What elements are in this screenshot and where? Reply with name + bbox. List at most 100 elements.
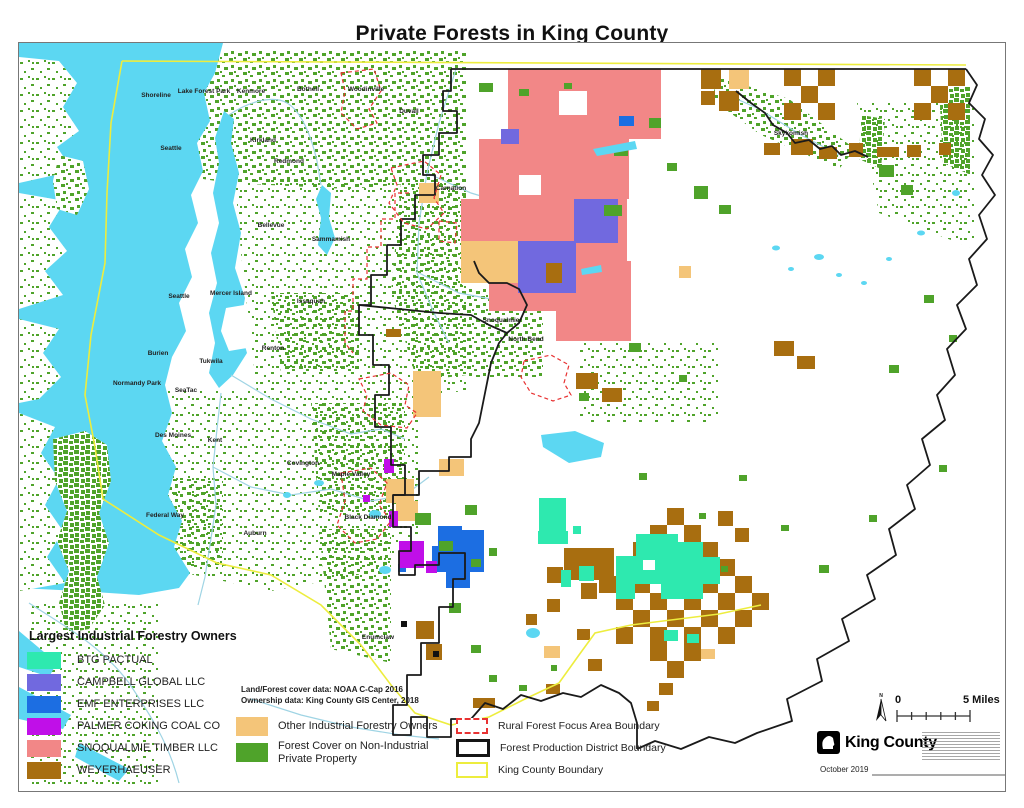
map-svg[interactable]: Shoreline Lake Forest Park Kenmore Bothell W… <box>19 43 1005 791</box>
city-label-seattle: Seattle <box>168 293 190 300</box>
data-attribution: Land/Forest cover data: NOAA C-Cap 2016 … <box>241 684 419 706</box>
page-title: Private Forests in King County <box>355 22 669 46</box>
focus-area-boundary-red <box>336 68 572 544</box>
scale-bar-line <box>896 710 971 722</box>
scale-zero-label: 0 <box>895 694 901 706</box>
attribution-line-1: Land/Forest cover data: NOAA C-Cap 2016 <box>241 685 403 694</box>
legend-area-row: Other Industrial Forestry Owners <box>236 717 438 736</box>
city-label-covington: Covington <box>287 460 319 467</box>
emf-swatch <box>27 695 61 713</box>
legend-boundary-row: Forest Production District Boundary <box>456 737 666 759</box>
city-label-lake-forest-park: Lake Forest Park <box>178 88 231 95</box>
ownership-other-industrial <box>386 69 749 659</box>
scale-miles-label: 5 Miles <box>963 694 1000 706</box>
legend-owner-label: PALMER COKING COAL CO <box>77 720 221 732</box>
city-labels: Shoreline Lake Forest Park Kenmore Bothell W… <box>113 86 808 641</box>
legend-owner-row: CAMPBELL GLOBAL LLC <box>27 671 237 693</box>
city-label-sammamish: Sammamish <box>312 236 350 243</box>
city-label-tukwila: Tukwila <box>199 358 223 365</box>
ownership-weyerhaeuser <box>386 69 965 711</box>
legend-boundary-label: Forest Production District Boundary <box>500 742 666 754</box>
disclaimer-text-block <box>922 732 1000 761</box>
legend-owner-row: EMF ENTERPRISES LLC <box>27 693 237 715</box>
forest-swatch <box>236 743 268 762</box>
legend-boundary-row: King County Boundary <box>456 759 666 781</box>
other_industrial-swatch <box>236 717 268 736</box>
map-frame: Shoreline Lake Forest Park Kenmore Bothell W… <box>18 42 1006 792</box>
city-label-kirkland: Kirkland <box>250 137 276 144</box>
legend-area-items: Other Industrial Forestry Owners Forest C… <box>236 717 438 769</box>
city-label-skykomish: Skykomish <box>774 130 808 137</box>
city-label-carnation: Carnation <box>436 185 466 192</box>
city-label-maple-valley: Maple Valley <box>332 471 371 478</box>
solid-black-boundary-swatch <box>456 739 490 757</box>
map-date: October 2019 <box>820 765 869 774</box>
legend-owner-row: BTG PACTUAL <box>27 649 237 671</box>
city-label-issaquah: Issaquah <box>297 298 325 305</box>
small-black-squares <box>401 621 439 657</box>
city-label-seatac: SeaTac <box>175 387 198 394</box>
ownership-btg-pactual <box>538 498 720 643</box>
tacoma-inlet <box>75 743 129 781</box>
attribution-line-2: Ownership data: King County GIS Center, … <box>241 696 419 705</box>
legend-area-row: Forest Cover on Non-Industrial Private Pr… <box>236 740 438 765</box>
city-label-shoreline: Shoreline <box>141 92 171 99</box>
city-label-redmond: Redmond <box>274 158 304 165</box>
king-county-logo-icon <box>817 731 840 754</box>
city-label-north-bend: North Bend <box>508 336 543 343</box>
district-boundary-black <box>358 68 996 750</box>
city-label-kent: Kent <box>208 437 223 444</box>
city-label-snoqualmie: Snoqualmie <box>483 317 520 324</box>
kitsap-land <box>19 57 254 633</box>
legend-boundary-label: Rural Forest Focus Area Boundary <box>498 720 660 732</box>
legend-owners-heading: Largest Industrial Forestry Owners <box>29 629 237 643</box>
legend-owners-list: BTG PACTUAL CAMPBELL GLOBAL LLC EMF ENTERP… <box>27 649 237 781</box>
legend-owner-label: CAMPBELL GLOBAL LLC <box>77 676 206 688</box>
king-county-brand: King County <box>817 731 937 754</box>
county-boundary-yellow <box>84 60 967 726</box>
legend-boundary-row: Rural Forest Focus Area Boundary <box>456 715 666 737</box>
legend-owner-row: WEYERHAEUSER <box>27 759 237 781</box>
weyerhaeuser-swatch <box>27 761 61 779</box>
city-label-federal-way: Federal Way <box>146 512 184 519</box>
king-county-brand-name: King County <box>845 733 937 751</box>
city-label-kenmore: Kenmore <box>237 88 266 95</box>
city-label-seattle: Seattle <box>160 145 182 152</box>
city-label-bellevue: Bellevue <box>258 222 285 229</box>
legend-boundary-items: Rural Forest Focus Area Boundary Forest P… <box>456 715 666 781</box>
lake-union <box>167 171 175 183</box>
east-lakes <box>283 141 960 638</box>
city-label-normandy-park: Normandy Park <box>113 380 161 387</box>
legend-owners: Largest Industrial Forestry Owners BTG P… <box>27 629 237 781</box>
north-arrow-icon: N <box>876 693 887 722</box>
legend-owner-row: PALMER COKING COAL CO <box>27 715 237 737</box>
legend-owner-label: SNOQUALMIE TIMBER LLC <box>77 742 218 754</box>
campbell-swatch <box>27 673 61 691</box>
btg-swatch <box>27 651 61 669</box>
city-label-woodinville: Woodinville <box>348 86 385 93</box>
city-label-auburn: Auburn <box>243 530 266 537</box>
ownership-snoqualmie-timber <box>461 69 661 341</box>
palmer-swatch <box>27 717 61 735</box>
city-label-renton: Renton <box>262 345 284 352</box>
dashed-red-boundary-swatch <box>456 718 488 734</box>
green-lake <box>158 150 168 160</box>
city-label-black-diamond: Black Diamond <box>345 514 392 521</box>
legend-owner-row: SNOQUALMIE TIMBER LLC <box>27 737 237 759</box>
city-label-bothell: Bothell <box>297 86 319 93</box>
city-label-burien: Burien <box>148 350 169 357</box>
city-label-enumclaw: Enumclaw <box>362 634 395 641</box>
snoqualmie-swatch <box>27 739 61 757</box>
legend-owner-label: BTG PACTUAL <box>77 654 153 666</box>
legend-area-label: Forest Cover on Non-Industrial Private Pr… <box>278 740 429 765</box>
legend-area-label: Other Industrial Forestry Owners <box>278 720 438 733</box>
legend-owner-label: EMF ENTERPRISES LLC <box>77 698 205 710</box>
city-label-mercer-island: Mercer Island <box>210 290 252 297</box>
scale-bar: N 0 5 Miles <box>876 693 1000 722</box>
legend-owner-label: WEYERHAEUSER <box>77 764 171 776</box>
lake-sammamish <box>316 185 335 255</box>
city-label-des-moines: Des Moines <box>155 432 192 439</box>
forest-blobs <box>415 83 957 691</box>
city-label-duvall: Duvall <box>399 108 419 115</box>
solid-yellow-boundary-swatch <box>456 762 488 778</box>
